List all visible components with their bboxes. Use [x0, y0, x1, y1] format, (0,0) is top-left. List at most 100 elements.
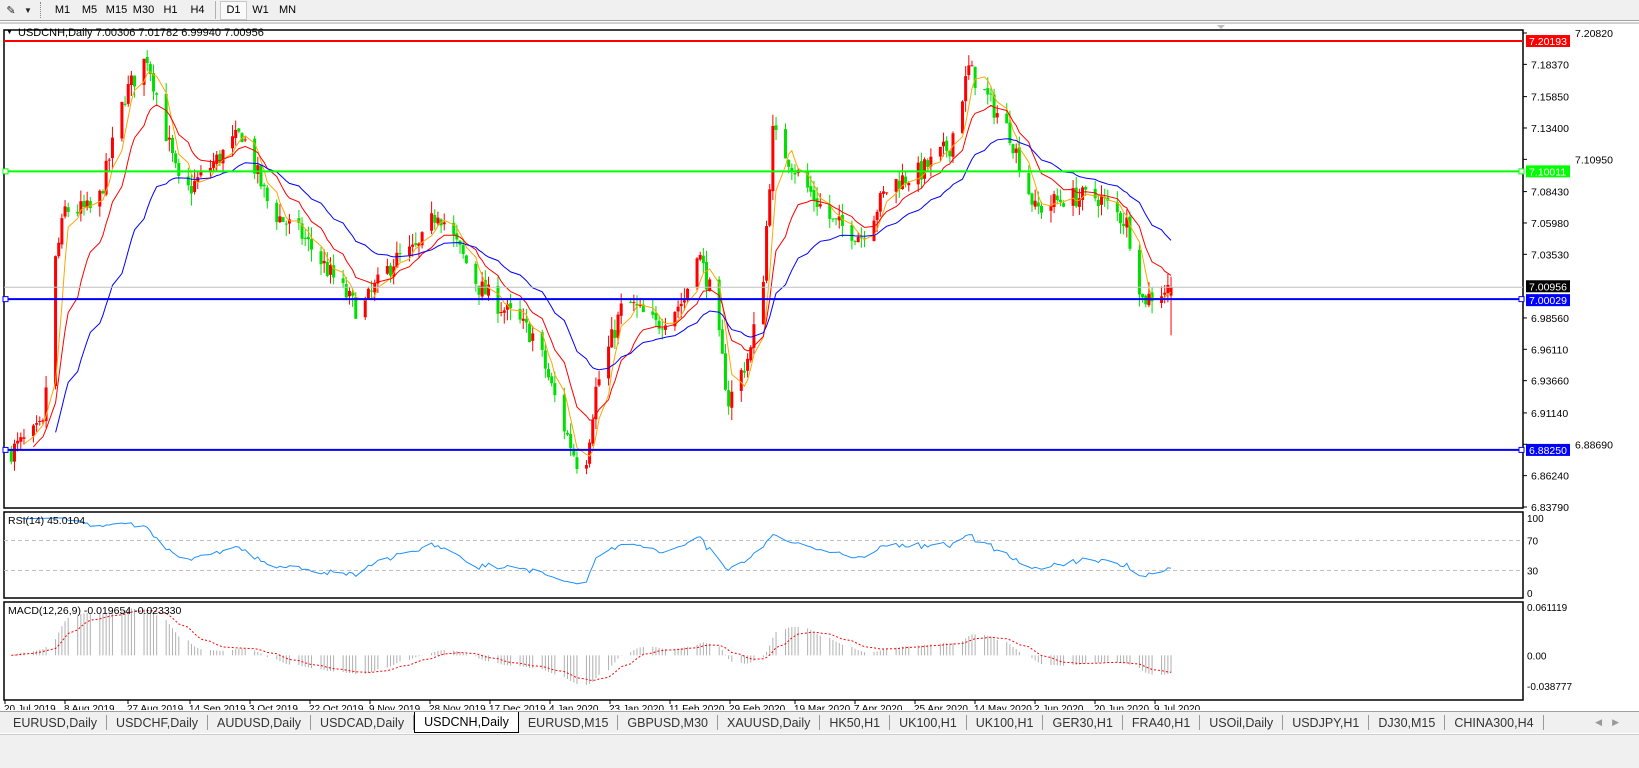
price-label-bg [1526, 35, 1570, 48]
line-handle [2, 296, 9, 303]
macd-signal-line [11, 609, 1172, 682]
candle-body [632, 302, 636, 304]
candle-body [79, 201, 83, 214]
chart-tab[interactable]: XAUUSD,Daily [718, 715, 821, 730]
candle-body [101, 191, 105, 194]
candle-body [407, 246, 411, 256]
candle-body [850, 224, 854, 241]
chart-tab[interactable]: USDCHF,Daily [107, 715, 208, 730]
rsi-line [20, 517, 1172, 585]
chart-tab[interactable]: FRA40,H1 [1123, 715, 1201, 730]
timeframe-h1-button[interactable]: H1 [163, 4, 178, 16]
chart-tab[interactable]: DJ30,M15 [1369, 715, 1446, 730]
candle-body [1030, 193, 1034, 205]
candle-body [727, 390, 731, 407]
chart-tab[interactable]: USDCAD,Daily [311, 715, 415, 730]
candle-body [351, 292, 355, 296]
candle-body [923, 159, 927, 179]
candle-body [98, 190, 102, 207]
chart-tab[interactable]: EURUSD,M15 [519, 715, 619, 730]
candle-body [673, 311, 677, 327]
chart-tab[interactable]: GBPUSD,M30 [618, 715, 718, 730]
timeframe-m1-button[interactable]: M1 [54, 4, 71, 16]
candle-body [164, 94, 168, 142]
timeframe-h4-button[interactable]: H4 [190, 4, 205, 16]
rsi-panel-frame [3, 511, 1524, 599]
candle-body [287, 219, 291, 224]
chart-tab[interactable]: UK100,H1 [967, 715, 1044, 730]
candle-body [553, 383, 557, 396]
candle-body [676, 306, 680, 312]
chart-window[interactable]: USDCNH,Daily 7.00306 7.01782 6.99940 7.0… [0, 22, 1639, 710]
candle-body [651, 311, 655, 315]
candle-body [1084, 186, 1088, 190]
timeframe-w1-button[interactable]: W1 [252, 4, 269, 16]
candle-body [768, 189, 772, 226]
candle-body [66, 207, 70, 212]
candle-body [809, 186, 813, 192]
candle-body [474, 263, 478, 284]
candle-body [193, 180, 197, 193]
macd-panel-frame [3, 601, 1524, 701]
candle-body [701, 255, 705, 264]
candle-body [613, 330, 617, 338]
chart-tab[interactable]: GER30,H1 [1043, 715, 1123, 730]
candle-body [60, 218, 64, 245]
candle-body [641, 304, 645, 313]
date-axis-label: 22 Oct 2019 [309, 704, 364, 710]
candle-body [610, 329, 614, 348]
toolbar-grip[interactable] [40, 2, 43, 18]
tab-scroll-left-icon[interactable]: ◀ [1595, 717, 1603, 727]
chart-tab[interactable]: USOil,Daily [1200, 715, 1284, 730]
chart-tab[interactable]: USDJPY,H1 [1283, 715, 1370, 730]
candle-body [325, 261, 329, 276]
price-axis-label: 7.13400 [1531, 123, 1569, 135]
chevron-down-icon[interactable]: ▼ [24, 5, 32, 15]
chart-tab[interactable]: HK50,H1 [820, 715, 891, 730]
candle-body [986, 88, 990, 95]
candle-body [366, 288, 370, 299]
timeframe-m15-button[interactable]: M15 [105, 4, 128, 16]
candle-body [1169, 287, 1173, 296]
candle-body [983, 89, 987, 91]
candle-body [414, 242, 418, 246]
candle-body [550, 376, 554, 384]
candle-body [919, 161, 923, 180]
chart-tab[interactable]: UK100,H1 [890, 715, 967, 730]
candle-body [256, 165, 260, 174]
candle-body [907, 183, 911, 186]
candle-body [38, 420, 42, 422]
candle-body [502, 310, 506, 313]
chart-tab[interactable]: EURUSD,Daily [4, 715, 108, 730]
candle-body [1036, 202, 1040, 207]
date-axis-label: 28 Nov 2019 [429, 704, 486, 710]
candle-body [705, 261, 709, 290]
main-panel-frame [3, 29, 1524, 509]
candle-body [995, 113, 999, 118]
candle-body [591, 419, 595, 444]
price-chart[interactable]: 7.20193 7.10011 7.00029 6.88250 7.00956 7.208… [0, 22, 1639, 710]
timeframe-m30-button[interactable]: M30 [132, 4, 155, 16]
date-axis-label: 9 Nov 2019 [369, 704, 421, 710]
timeframe-m5-button[interactable]: M5 [81, 4, 98, 16]
drawing-tools-icon[interactable]: ✎ [6, 4, 16, 17]
date-axis-label: 20 Jun 2020 [1094, 704, 1149, 710]
candle-body [818, 204, 822, 207]
chart-tab[interactable]: AUDUSD,Daily [208, 715, 312, 730]
candle-body [1106, 197, 1110, 201]
candle-body [765, 226, 769, 281]
candle-body [436, 217, 440, 224]
chart-tab[interactable]: CHINA300,H4 [1445, 715, 1544, 730]
date-axis-label: 3 Oct 2019 [249, 704, 298, 710]
chart-menu-triangle-icon[interactable]: ▼ [6, 29, 13, 36]
candle-body [354, 297, 358, 319]
timeframe-d1-button[interactable]: D1 [220, 0, 247, 20]
ma-fast-line [23, 70, 1172, 457]
timeframe-mn-button[interactable]: MN [278, 4, 297, 16]
date-axis-label: 2 Jun 2020 [1034, 704, 1084, 710]
candles [9, 50, 1173, 475]
chart-tab[interactable]: USDCNH,Daily [414, 712, 519, 733]
candle-body [1011, 144, 1015, 154]
tab-scroll-right-icon[interactable]: ▶ [1612, 717, 1619, 727]
candle-body [278, 216, 282, 223]
